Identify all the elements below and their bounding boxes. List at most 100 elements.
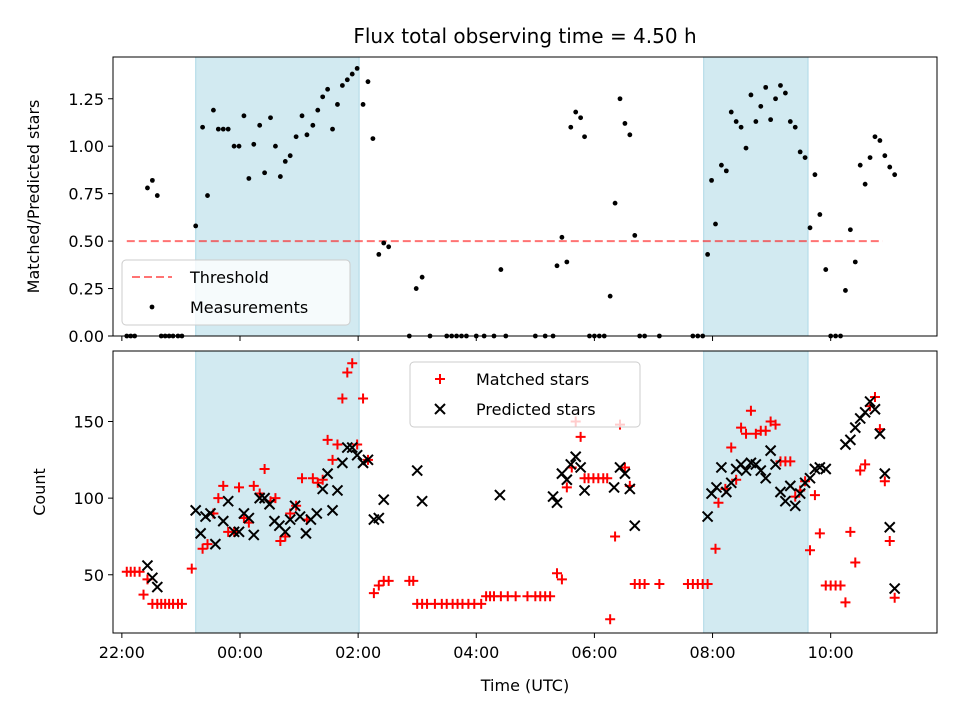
matched-star-point: [639, 578, 650, 589]
matched-star-point: [556, 574, 567, 585]
measurement-point: [419, 274, 425, 280]
measurement-point: [193, 223, 199, 229]
x-tick-label: 10:00: [808, 643, 854, 662]
matched-star-point: [327, 454, 338, 465]
matched-star-point: [736, 422, 747, 433]
observing-window-bottom-1: [195, 351, 360, 633]
measurement-point: [782, 90, 788, 96]
matched-star-point: [259, 464, 270, 475]
legend-matched-swatch: [435, 374, 445, 384]
measurement-point: [287, 153, 293, 159]
measurement-point: [773, 96, 778, 102]
matched-star-point: [809, 490, 820, 501]
measurement-point: [768, 117, 774, 123]
x-tick-label: 00:00: [217, 643, 263, 662]
predicted-star-point: [888, 582, 901, 595]
predicted-star-point: [146, 572, 159, 584]
measurement-point: [632, 233, 638, 238]
measurement-point: [867, 155, 873, 160]
predicted-star-point: [326, 504, 339, 517]
predicted-star-point: [784, 480, 797, 492]
y-tick-label: 0.25: [68, 280, 104, 299]
matched-star-point: [805, 545, 816, 556]
measurement-point: [310, 122, 316, 128]
matched-star-point: [352, 439, 363, 450]
matched-star-point: [879, 476, 890, 487]
predicted-star-point: [253, 492, 266, 504]
matched-star-point: [770, 419, 781, 430]
predicted-star-point: [263, 498, 276, 510]
y-tick-label: 150: [73, 413, 104, 432]
measurement-point: [797, 149, 803, 155]
measurement-point: [257, 122, 263, 128]
measurement-point: [728, 109, 734, 115]
y-tick-label: 0.00: [68, 327, 104, 346]
measurement-point: [807, 225, 813, 231]
measurement-point: [787, 119, 793, 124]
y-tick-label: 50: [84, 566, 104, 585]
measurement-point: [413, 286, 419, 291]
matched-star-point: [270, 493, 281, 504]
matched-star-point: [368, 588, 379, 599]
measurement-point: [145, 185, 150, 191]
measurement-point: [149, 177, 155, 183]
predicted-star-point: [284, 513, 296, 526]
measurement-point: [852, 259, 858, 265]
predicted-star-point: [289, 500, 301, 512]
x-tick-label: 04:00: [453, 643, 499, 662]
predicted-star-point: [710, 481, 723, 494]
predicted-star-point: [869, 403, 881, 415]
measurement-point: [753, 119, 759, 124]
x-tick-label: 06:00: [571, 643, 617, 662]
predicted-star-point: [300, 527, 312, 540]
predicted-star-point: [879, 467, 891, 480]
measurement-point: [573, 109, 579, 115]
measurement-point: [339, 83, 345, 88]
matched-star-point: [760, 425, 771, 436]
measurement-point: [568, 124, 574, 130]
legend-box: [121, 259, 351, 326]
bottom-panel: 50 100 150 22:00 00:00 02:00 04:00 06:00 08:00 10…: [30, 350, 938, 662]
measurement-point: [225, 126, 231, 132]
measurement-point: [763, 84, 769, 90]
matched-star-point: [322, 434, 333, 445]
predicted-star-point: [844, 434, 857, 446]
matched-star-point: [476, 598, 487, 609]
matched-star-point: [307, 473, 318, 484]
measurement-point: [211, 107, 216, 113]
measurement-point: [370, 136, 376, 142]
predicted-star-point: [769, 458, 782, 471]
matched-star-point: [602, 473, 613, 484]
predicted-star-point: [336, 457, 349, 469]
matched-star-point: [713, 497, 724, 508]
measurement-point: [607, 293, 613, 299]
predicted-star-point: [228, 526, 240, 538]
matched-star-point: [575, 431, 586, 442]
observing-window-top-2: [703, 57, 809, 336]
matched-star-point: [213, 493, 224, 504]
measurement-point: [758, 103, 764, 109]
measurement-point: [315, 107, 321, 113]
measurement-point: [559, 234, 565, 240]
top-panel: 0.00 0.25 0.50 0.75 1.00 1.25 Matched/Predicte…: [24, 56, 938, 346]
predicted-star-point: [346, 441, 358, 454]
predicted-star-point: [551, 497, 563, 509]
predicted-star-point: [189, 504, 202, 517]
measurement-point: [246, 176, 252, 181]
matched-star-point: [545, 591, 556, 602]
matched-star-point: [297, 473, 308, 484]
predicted-star-point: [311, 507, 323, 520]
predicted-star-point: [820, 463, 832, 475]
measurement-point: [251, 141, 257, 147]
predicted-star-point: [701, 510, 714, 523]
matched-star-point: [342, 367, 353, 378]
predicted-star-point: [248, 529, 260, 541]
matched-star-point: [840, 597, 851, 608]
predicted-star-point: [608, 481, 620, 494]
measurement-point: [282, 158, 288, 164]
predicted-star-point: [578, 484, 591, 497]
measurement-point: [299, 113, 305, 119]
matched-star-point: [702, 578, 713, 589]
predicted-star-point: [804, 472, 816, 484]
matched-star-point: [317, 474, 328, 485]
